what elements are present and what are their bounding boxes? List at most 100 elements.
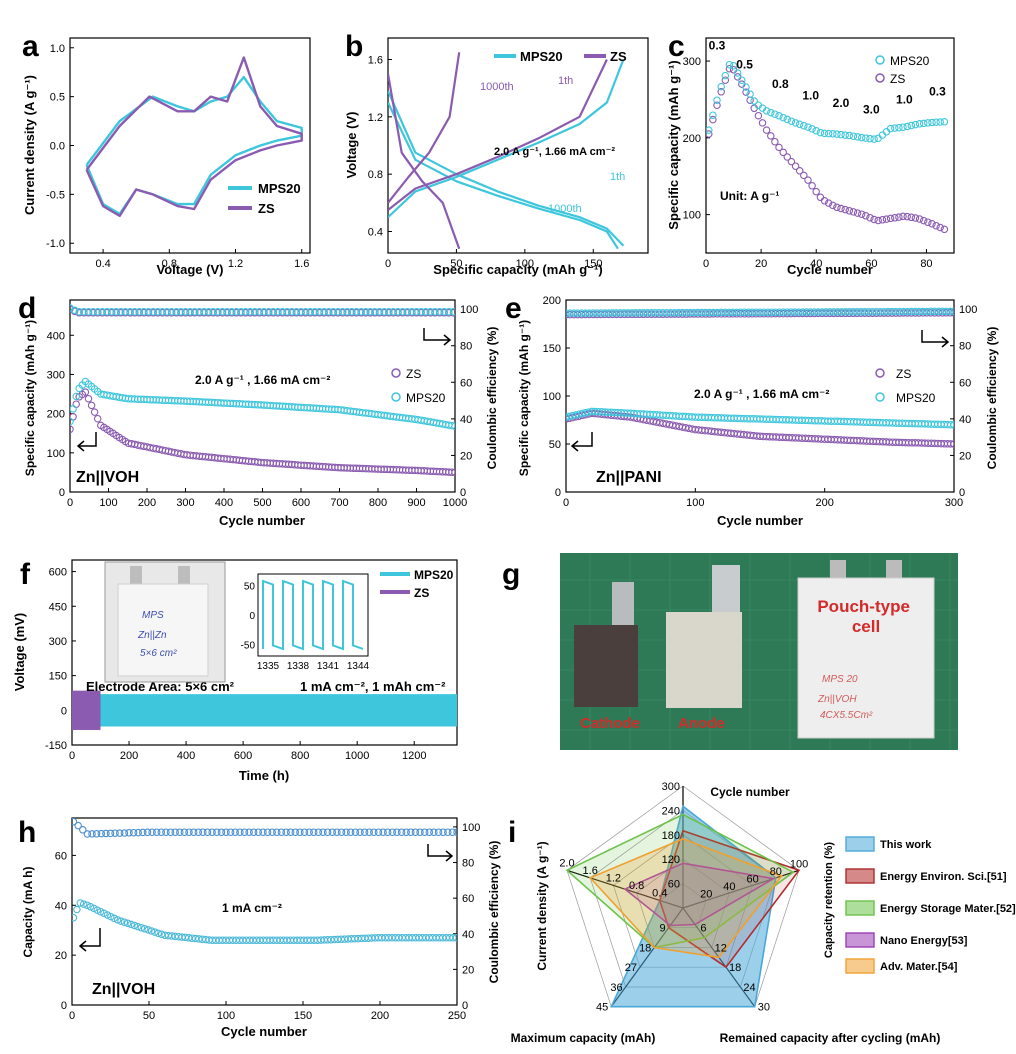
- chart-h-ce-point: [134, 828, 142, 837]
- chart-e-ce-point-mps20: [946, 307, 954, 316]
- chart-d-ce-point-mps20: [357, 307, 365, 316]
- chart-h-capacity-point: [120, 918, 129, 926]
- chart-d-ce-point-mps20: [204, 307, 213, 316]
- chart-i-legend-label: Energy Storage Mater.[52]: [880, 903, 1016, 915]
- chart-e-ce-point-mps20: [647, 309, 656, 317]
- chart-d-ce-point-mps20: [431, 307, 439, 316]
- chart-h-ce-point: [231, 828, 239, 836]
- chart-e-ce-point-mps20: [798, 308, 807, 316]
- chart-h-ce-point: [407, 828, 415, 836]
- chart-d-point-zs: [81, 388, 90, 396]
- chart-c-point-mps20: [738, 76, 746, 84]
- chart-c-point-mps20: [919, 119, 928, 128]
- chart-h-ce-point: [203, 828, 212, 836]
- chart-e-ce-point-mps20: [853, 308, 861, 316]
- chart-d-ce-point-mps20: [121, 307, 130, 316]
- chart-e-ce-point-mps20: [841, 308, 850, 316]
- chart-h-ce-point: [102, 829, 110, 838]
- chart-c-point-zs: [886, 214, 895, 223]
- chart-d-ce-point-mps20: [195, 307, 204, 316]
- chart-h-ce-point: [434, 828, 443, 836]
- chart-a-ytick-label: 1.0: [50, 43, 65, 55]
- chart-i-legend-swatch: [845, 958, 875, 974]
- chart-b-xtick-label: 100: [516, 258, 534, 270]
- chart-f-photo-text-1: MPS: [142, 610, 164, 621]
- chart-e-ce-point-mps20: [880, 307, 888, 316]
- chart-c-rate-labels: 0.3 0.5 0.8 1.0 2.0 3.0 1.0 0.3: [709, 39, 946, 117]
- chart-e-ce-point-mps20: [892, 307, 900, 316]
- chart-h-ytick-label: 0: [61, 1000, 67, 1012]
- chart-d-ce-point-mps20: [190, 307, 199, 316]
- chart-d-point-mps20: [72, 392, 80, 401]
- chart-d-ce-point-mps20: [417, 307, 425, 316]
- chart-e-legend-marker-zs: [875, 368, 885, 378]
- chart-d-ce-point-mps20: [75, 307, 83, 316]
- chart-f-photo-text-2: Zn||Zn: [137, 630, 167, 641]
- chart-c-point-mps20: [924, 119, 932, 127]
- chart-i-tick-label: 60: [746, 873, 758, 885]
- chart-h-y2label: Coulombic efficiency (%): [487, 841, 501, 984]
- chart-a-xtick-label: 0.4: [95, 258, 110, 270]
- chart-c-point-mps20: [742, 83, 750, 91]
- chart-h-capacity-point: [452, 933, 457, 942]
- chart-d-ce-point-mps20: [98, 307, 107, 316]
- chart-e-ce-point-mps20: [593, 309, 601, 317]
- chart-h-ce-point: [425, 828, 434, 836]
- chart-c-point-mps20: [713, 96, 721, 104]
- chart-e-ce-point-mps20: [589, 309, 597, 317]
- chart-d-ce-point-mps20: [338, 307, 347, 316]
- chart-c-point-mps20: [820, 129, 829, 138]
- chart-c-point-zs: [862, 212, 870, 220]
- chart-e-ce-point-mps20: [767, 308, 776, 316]
- chart-h-ce-point: [115, 829, 124, 837]
- chart-d-ce-point-mps20: [158, 307, 167, 316]
- chart-e-legend-mps20: MPS20: [896, 391, 936, 405]
- chart-f-series: [72, 690, 457, 730]
- chart-c-ylabel: Specific capacity (mAh g⁻¹): [666, 60, 681, 229]
- chart-d-ce-point-mps20: [343, 307, 351, 316]
- chart-c-legend-marker-mps20: [875, 55, 885, 65]
- chart-e-ce-point-mps20: [756, 308, 764, 317]
- chart-c-point-zs: [783, 153, 792, 161]
- chart-c-point-zs: [787, 157, 796, 166]
- chart-d-ce-point-mps20: [154, 307, 162, 316]
- panel-label-c: c: [668, 30, 685, 63]
- chart-e-ce-point-mps20: [639, 309, 648, 317]
- chart-b: 0 50 100 150 0.4 0.8 1.2 1.6 Specific capacity …: [344, 37, 649, 277]
- chart-c-point-zs: [903, 212, 911, 221]
- chart-h-capacity-point: [157, 930, 166, 939]
- chart-i-legend-label: Adv. Mater.[54]: [880, 961, 958, 973]
- chart-e-ce-point-mps20: [705, 308, 714, 317]
- chart-d-ytick-label: 0: [59, 487, 65, 499]
- chart-h-capacity-point: [154, 929, 162, 937]
- chart-c-point-zs: [721, 76, 730, 84]
- chart-c-rate-label: 2.0: [833, 96, 850, 110]
- chart-b-ytick-label: 0.4: [368, 227, 383, 239]
- chart-c-point-mps20: [866, 134, 874, 143]
- chart-h-frame: [71, 817, 458, 1006]
- chart-d-legend-marker-zs: [391, 368, 401, 378]
- chart-c-point-zs: [795, 167, 804, 175]
- chart-e-ce-point-mps20: [845, 308, 853, 316]
- chart-e-ce-point-mps20: [566, 309, 570, 317]
- chart-i-tick-label: 24: [743, 982, 755, 994]
- chart-e-right-arrow: [921, 330, 950, 348]
- chart-h-y2tick-label: 40: [462, 929, 474, 941]
- chart-h-ce-point: [162, 828, 170, 836]
- chart-a-xtick-label: 1.2: [228, 258, 243, 270]
- chart-e-condition: 2.0 A g⁻¹ , 1.66 mA cm⁻²: [694, 387, 829, 401]
- chart-c-xtick-label: 20: [755, 258, 767, 270]
- chart-h-ce-point: [180, 828, 189, 836]
- chart-h-y2tick-label: 60: [462, 893, 474, 905]
- chart-b-curve: [388, 59, 625, 219]
- chart-b-condition: 2.0 A g⁻¹, 1.66 mA cm⁻²: [494, 146, 615, 158]
- chart-h-ce-point: [176, 828, 184, 836]
- chart-c-point-zs: [936, 223, 944, 232]
- chart-e-ytick-label: 150: [543, 343, 561, 355]
- chart-e-ce-point-mps20: [814, 308, 822, 316]
- chart-d-xtick-label: 900: [407, 497, 425, 509]
- chart-i-tick-label: 40: [723, 881, 735, 893]
- chart-e-ce-point-mps20: [899, 307, 908, 316]
- chart-e-point-zs: [947, 440, 954, 448]
- photo-g-label-cathode: Cathode: [580, 715, 640, 732]
